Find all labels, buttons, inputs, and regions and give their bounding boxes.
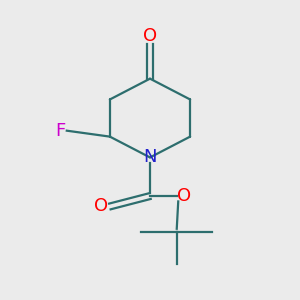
Text: O: O [94,197,108,215]
Text: F: F [56,122,66,140]
Text: N: N [143,148,157,166]
Text: O: O [177,187,191,205]
Text: O: O [143,27,157,45]
